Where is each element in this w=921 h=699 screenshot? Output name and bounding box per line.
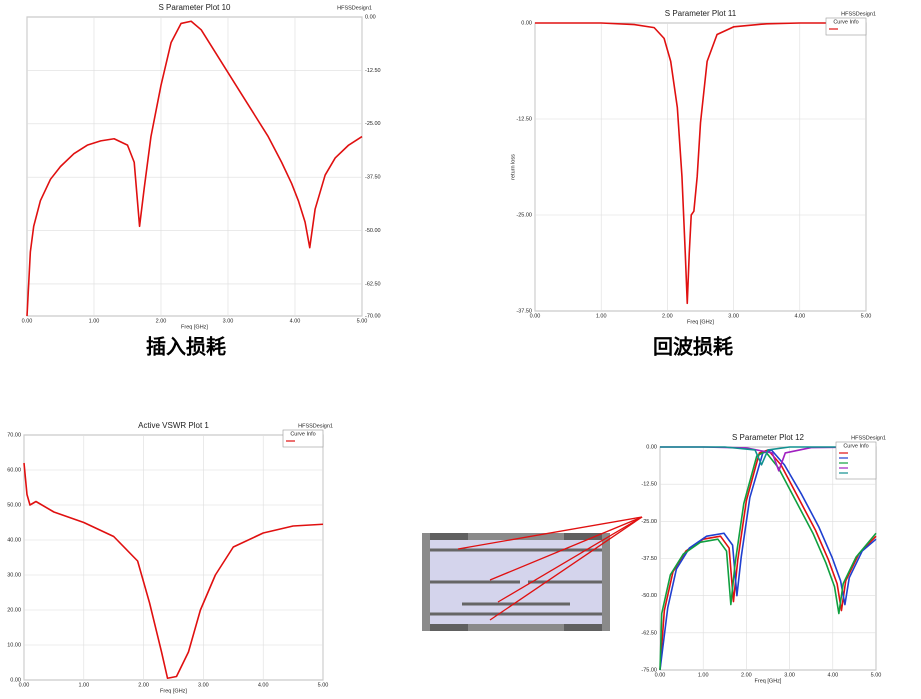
x-axis-label: Freq [GHz] — [160, 688, 187, 694]
legend-box — [282, 429, 324, 448]
y-tick-label: -25.00 — [516, 212, 532, 218]
diagram-electrode — [564, 624, 602, 631]
plot-area — [23, 434, 324, 681]
x-tick-label: 0.00 — [19, 682, 30, 688]
y-tick-label: -62.50 — [641, 630, 657, 636]
x-tick-label: 2.00 — [662, 313, 673, 319]
design-label: HFSSDesign1 — [841, 11, 876, 17]
y-axis-label: return loss — [510, 154, 516, 180]
y-tick-label: -75.00 — [641, 667, 657, 673]
diagram-arrows — [457, 516, 643, 621]
x-tick-label: 1.00 — [78, 682, 89, 688]
x-tick-label: 4.00 — [290, 318, 301, 324]
y-tick-label: 40.00 — [7, 537, 21, 543]
x-tick-label: 1.00 — [596, 313, 607, 319]
y-tick-label: 0.00 — [365, 14, 376, 20]
chart-title: S Parameter Plot 11 — [665, 9, 737, 18]
legend-box — [825, 17, 867, 36]
plot-area — [534, 22, 867, 312]
x-tick-label: 2.00 — [741, 672, 752, 678]
series-line — [535, 22, 866, 305]
x-tick-label: 1.00 — [698, 672, 709, 678]
x-axis-label: Freq [GHz] — [755, 678, 782, 684]
diagram-electrode — [430, 533, 468, 540]
x-axis-label: Freq [GHz] — [181, 324, 208, 330]
y-tick-label: 10.00 — [7, 642, 21, 648]
y-tick-label: -12.50 — [516, 116, 532, 122]
plot-area — [26, 16, 363, 317]
x-tick-label: 1.00 — [89, 318, 100, 324]
y-tick-label: -62.50 — [365, 281, 381, 287]
x-tick-label: 5.00 — [871, 672, 882, 678]
series-line — [660, 446, 876, 466]
legend-title: Curve Info — [290, 431, 315, 437]
series-line — [23, 462, 324, 680]
capacitor-diagram — [422, 516, 643, 631]
design-label: HFSSDesign1 — [851, 435, 886, 441]
y-tick-label: -50.00 — [641, 593, 657, 599]
y-tick-label: -12.50 — [365, 68, 381, 74]
y-tick-label: 0.00 — [521, 20, 532, 26]
x-tick-label: 5.00 — [357, 318, 368, 324]
y-tick-label: 20.00 — [7, 607, 21, 613]
y-tick-label: -50.00 — [365, 228, 381, 234]
y-tick-label: -37.50 — [516, 308, 532, 314]
y-tick-label: -70.00 — [365, 313, 381, 319]
caption: 回波损耗 — [653, 335, 733, 359]
x-tick-label: 4.00 — [258, 682, 269, 688]
series-line — [26, 20, 363, 317]
x-tick-label: 0.00 — [655, 672, 666, 678]
chart-title: Active VSWR Plot 1 — [138, 421, 209, 430]
x-tick-label: 3.00 — [784, 672, 795, 678]
caption: 插入损耗 — [146, 335, 226, 359]
x-tick-label: 5.00 — [318, 682, 329, 688]
y-tick-label: -25.00 — [641, 519, 657, 525]
x-tick-label: 2.00 — [138, 682, 149, 688]
design-label: HFSSDesign1 — [337, 5, 372, 11]
y-tick-label: 0.00 — [10, 677, 21, 683]
y-tick-label: -25.00 — [365, 121, 381, 127]
x-tick-label: 3.00 — [223, 318, 234, 324]
x-tick-label: 3.00 — [728, 313, 739, 319]
y-tick-label: 30.00 — [7, 572, 21, 578]
diagram-electrode — [430, 624, 468, 631]
x-tick-label: 2.00 — [156, 318, 167, 324]
y-tick-label: 70.00 — [7, 432, 21, 438]
y-tick-label: -37.50 — [365, 175, 381, 181]
x-tick-label: 0.00 — [530, 313, 541, 319]
x-tick-label: 4.00 — [827, 672, 838, 678]
y-tick-label: 50.00 — [7, 502, 21, 508]
legend-title: Curve Info — [833, 19, 858, 25]
x-tick-label: 3.00 — [198, 682, 209, 688]
chart-title: S Parameter Plot 12 — [732, 433, 805, 442]
x-tick-label: 4.00 — [794, 313, 805, 319]
y-tick-label: 0.00 — [646, 444, 657, 450]
diagram-electrode — [564, 533, 602, 540]
y-tick-label: -12.50 — [641, 482, 657, 488]
y-tick-label: -37.50 — [641, 556, 657, 562]
chart-title: S Parameter Plot 10 — [158, 3, 231, 12]
x-tick-label: 5.00 — [861, 313, 872, 319]
design-label: HFSSDesign1 — [298, 423, 333, 429]
legend-title: Curve Info — [843, 443, 868, 449]
x-tick-label: 0.00 — [22, 318, 33, 324]
x-axis-label: Freq [GHz] — [687, 319, 714, 325]
y-tick-label: 60.00 — [7, 467, 21, 473]
